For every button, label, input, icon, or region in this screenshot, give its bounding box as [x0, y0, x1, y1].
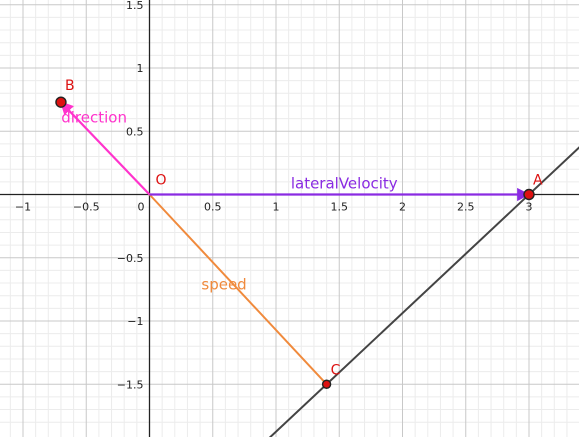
speed-segment[interactable] [148, 193, 328, 385]
points[interactable]: O A B C [55, 78, 543, 389]
x-tick-label: 3 [526, 201, 533, 214]
y-tick-labels: 1.5 1 0.5 −0.5 −1 −1.5 [117, 0, 144, 391]
x-tick-label: 1 [273, 201, 280, 214]
x-tick-label: 2.5 [457, 201, 475, 214]
line-through-A-C[interactable] [0, 28, 579, 437]
construction-objects[interactable] [0, 28, 579, 437]
x-tick-label: −1 [15, 201, 31, 214]
point-A[interactable] [523, 188, 535, 201]
speed-label: speed [201, 275, 246, 293]
point-C[interactable] [321, 379, 332, 389]
lateralVelocity-label: lateralVelocity [291, 175, 398, 193]
x-tick-label: 0 [138, 201, 145, 214]
x-tick-label: 2 [399, 201, 406, 214]
y-tick-label: 1.5 [126, 0, 144, 12]
y-tick-label: −1 [127, 315, 143, 328]
x-tick-label: 0.5 [204, 201, 222, 214]
point-B[interactable] [55, 96, 67, 108]
point-label-B: B [65, 78, 75, 94]
point-label-O: O [156, 173, 167, 189]
y-tick-label: −1.5 [117, 378, 144, 391]
direction-label: direction [61, 108, 127, 126]
y-tick-label: 0.5 [126, 125, 144, 138]
x-tick-labels: −1 −0.5 0 0.5 1 1.5 2 2.5 3 [15, 201, 533, 214]
point-label-C: C [331, 362, 341, 378]
object-labels: lateralVelocity direction speed [61, 108, 398, 293]
x-tick-label: −0.5 [73, 201, 100, 214]
y-tick-label: −0.5 [117, 252, 144, 265]
direction-vector[interactable] [60, 101, 151, 196]
point-label-A: A [533, 173, 543, 189]
y-tick-label: 1 [137, 62, 144, 75]
x-tick-label: 1.5 [331, 201, 349, 214]
